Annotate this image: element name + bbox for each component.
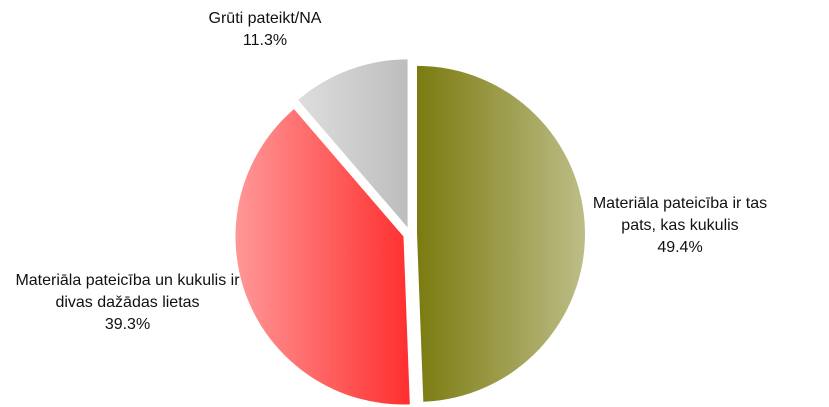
value-label: 11.3% — [242, 32, 288, 49]
value-label: 49.4% — [657, 239, 703, 256]
slice-label: Grūti pateikt/NA 11.3% — [165, 8, 365, 52]
slice-label: Materiāla pateicība ir tas pats, kas kuk… — [585, 193, 775, 259]
pie-slice — [298, 59, 408, 228]
value-label: 39.3% — [104, 316, 151, 333]
slice-label: Materiāla pateicība un kukulis ir divas … — [10, 270, 245, 336]
category-label: Grūti pateikt/NA — [208, 10, 322, 27]
category-label: Materiāla pateicība un kukulis ir divas … — [15, 272, 240, 311]
category-label: Materiāla pateicība ir tas pats, kas kuk… — [592, 195, 768, 234]
pie-slice — [416, 65, 585, 402]
pie-slice — [235, 109, 410, 405]
